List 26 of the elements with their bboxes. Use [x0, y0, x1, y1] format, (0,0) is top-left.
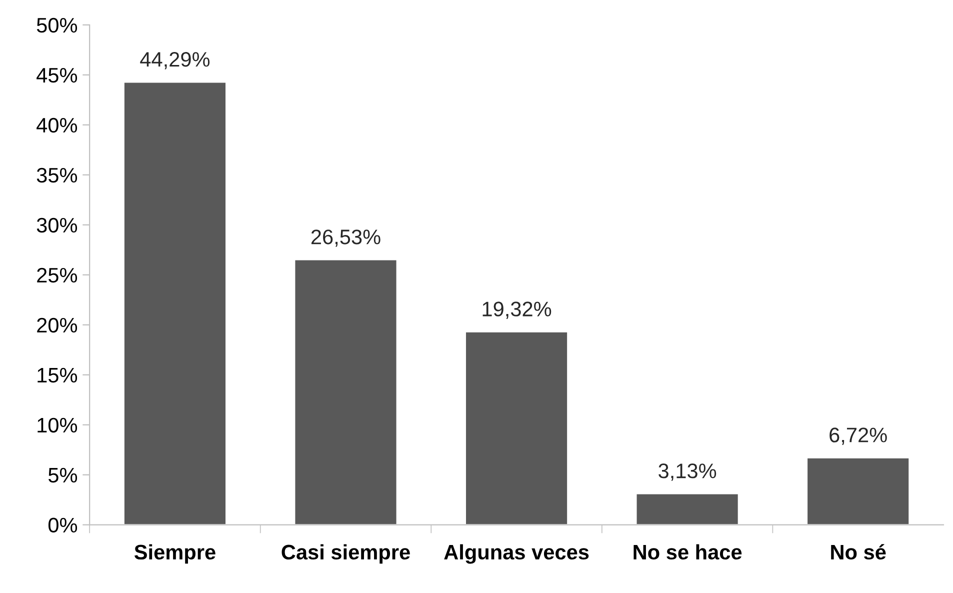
bar	[464, 330, 568, 525]
data-label: 26,53%	[311, 230, 380, 247]
x-tick-label: Siempre	[134, 544, 216, 564]
x-tick-label: Casi siempre	[282, 544, 410, 564]
bar	[806, 456, 910, 525]
y-tick-label: 25%	[37, 268, 78, 283]
y-tick-label: 10%	[38, 418, 78, 433]
data-label: 6,72%	[830, 428, 887, 445]
data-label: 19,32%	[482, 302, 552, 319]
y-tick-label: 40%	[36, 118, 78, 133]
data-label: 44,29%	[140, 52, 210, 70]
bar	[635, 492, 740, 525]
x-tick-label: No sé	[831, 544, 886, 560]
data-label: 3,13%	[658, 464, 716, 481]
bar	[294, 258, 398, 525]
x-tick-label: Algunas veces	[444, 544, 589, 564]
bar	[123, 81, 227, 525]
y-tick-label: 35%	[36, 168, 78, 183]
x-tick-label: No se hace	[634, 544, 742, 560]
y-tick-label: 30%	[36, 218, 78, 233]
y-tick-label: 50%	[36, 18, 78, 33]
y-tick-label: 0%	[48, 518, 78, 533]
y-tick-label: 45%	[36, 68, 78, 83]
y-tick-label: 15%	[38, 368, 78, 383]
y-tick-label: 5%	[48, 468, 78, 483]
y-tick-label: 20%	[37, 318, 78, 333]
